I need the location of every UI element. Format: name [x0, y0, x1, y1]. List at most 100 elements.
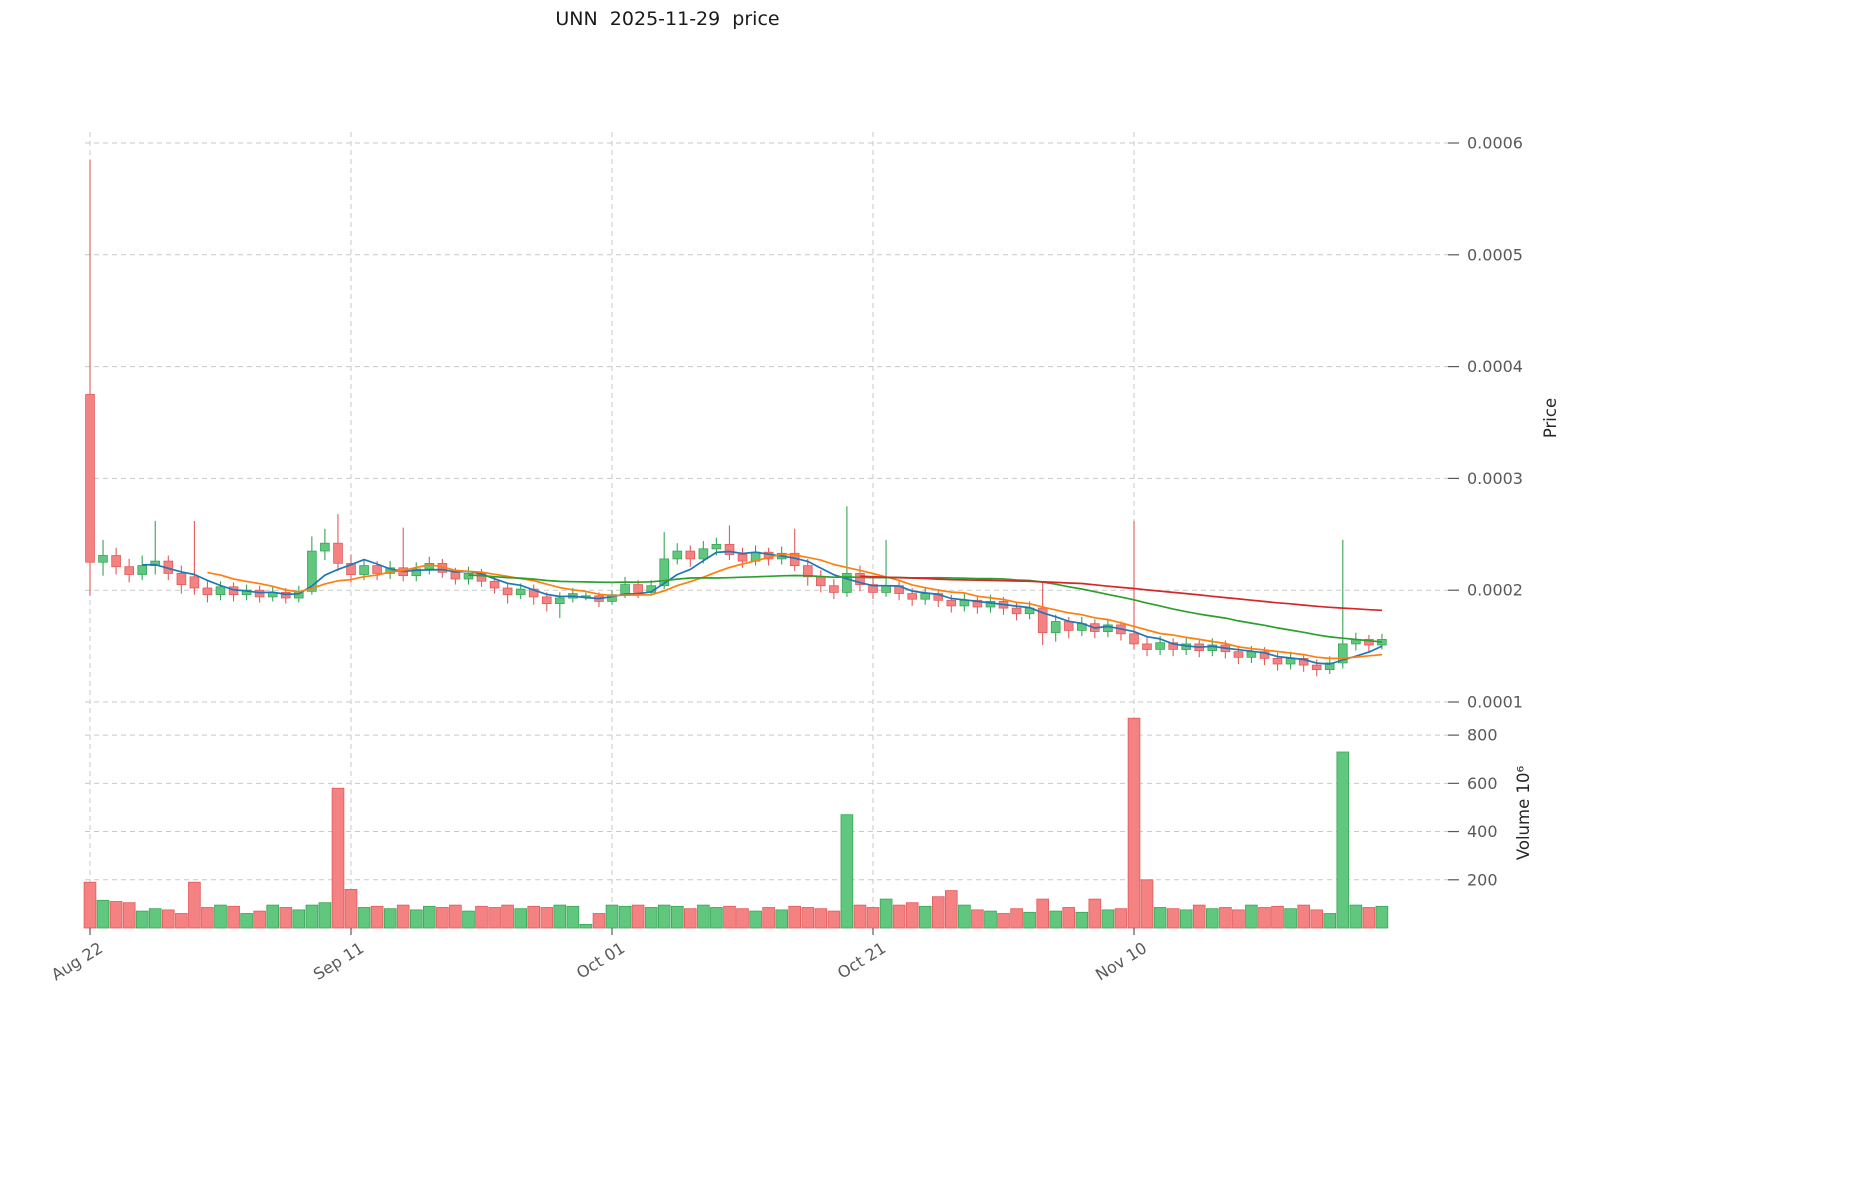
volume-bar — [1310, 909, 1324, 929]
volume-bar — [644, 907, 658, 929]
volume-bar — [1023, 911, 1036, 929]
volume-bar — [227, 905, 240, 929]
x-tick-label: Nov 10 — [1092, 938, 1150, 984]
volume-bar — [201, 907, 214, 929]
volume-bar — [188, 881, 201, 929]
x-tick-label: Oct 21 — [834, 938, 889, 982]
volume-bar — [736, 908, 749, 929]
candle — [1246, 651, 1257, 658]
ma-line-sma10 — [207, 553, 1383, 660]
candle — [463, 573, 474, 580]
volume-bar — [305, 904, 319, 929]
candle — [137, 565, 148, 575]
volume-bar — [997, 913, 1010, 929]
volume-bar — [135, 910, 149, 929]
volume-bar — [1179, 909, 1193, 929]
x-tick-label: Aug 22 — [48, 938, 106, 984]
volume-bar — [945, 890, 958, 929]
candle — [842, 573, 852, 593]
volume-bar — [879, 898, 893, 929]
volume-bar — [1349, 904, 1363, 929]
volume-bar — [723, 905, 736, 929]
price-tick-label: 0.0001 — [1467, 693, 1523, 712]
candle — [515, 588, 526, 596]
ma-line-sma5 — [142, 550, 1383, 665]
volume-bar — [749, 910, 762, 929]
candle — [1155, 642, 1165, 650]
volume-bar — [396, 904, 410, 929]
candle — [189, 576, 200, 589]
volume-bar — [514, 908, 527, 929]
volume-bar — [383, 908, 397, 929]
candle — [411, 568, 422, 577]
volume-bars-group — [83, 717, 1389, 929]
candle — [1364, 639, 1374, 646]
candle — [1272, 658, 1283, 665]
volume-bar — [253, 910, 266, 929]
candle — [737, 554, 748, 562]
candle — [829, 585, 839, 593]
gridlines — [85, 132, 1448, 928]
volume-bar — [1206, 908, 1219, 929]
candle — [803, 565, 813, 578]
volume-bar — [318, 902, 332, 929]
candle — [307, 550, 317, 592]
candle — [907, 593, 917, 600]
volume-bar — [697, 904, 710, 929]
volume-bar — [240, 913, 253, 929]
volume-bar — [1258, 907, 1271, 929]
candle — [1259, 651, 1270, 659]
volume-bar — [905, 902, 919, 929]
volume-tick-label: 600 — [1467, 774, 1498, 793]
candle — [724, 544, 735, 555]
volume-bar — [214, 904, 227, 929]
x-tick-label: Sep 11 — [310, 938, 367, 984]
candle — [320, 542, 330, 552]
candle — [1103, 624, 1113, 633]
moving-averages-group — [142, 550, 1383, 665]
volume-bar — [109, 901, 123, 929]
candle — [202, 587, 213, 596]
price-tick-label: 0.0003 — [1467, 469, 1523, 488]
candle — [98, 555, 108, 563]
candle — [215, 586, 226, 595]
volume-tick-label: 400 — [1467, 822, 1498, 841]
volume-bar — [279, 907, 293, 929]
volume-bar — [449, 904, 462, 929]
volume-bar — [1271, 905, 1284, 929]
volume-bar — [1375, 905, 1389, 929]
volume-bar — [553, 904, 567, 929]
candle — [346, 563, 356, 576]
volume-bar — [932, 896, 945, 929]
candle — [868, 584, 878, 593]
candle — [1142, 643, 1152, 650]
candle — [1129, 633, 1139, 645]
candle — [1324, 662, 1335, 671]
volume-bar — [331, 787, 345, 929]
axis-ticks-and-labels: 0.0001 0.0002 0.0003 0.0004 0.0005 0.0006 200 4… — [48, 134, 1560, 985]
volume-bar — [801, 907, 815, 929]
candle — [502, 587, 513, 596]
volume-bar — [1323, 913, 1337, 929]
candle — [633, 584, 643, 593]
volume-bar — [657, 904, 671, 929]
candle — [959, 599, 970, 607]
candle — [1050, 621, 1061, 634]
volume-bar — [775, 909, 788, 929]
price-axis-title: Price — [1541, 398, 1560, 438]
volume-bar — [971, 909, 984, 929]
volume-bar — [853, 904, 867, 929]
volume-bar — [566, 905, 580, 929]
volume-bar — [292, 909, 306, 929]
candle — [1311, 664, 1322, 670]
candle — [855, 573, 865, 586]
volume-bar — [436, 907, 449, 929]
volume-bar — [357, 907, 371, 929]
candle — [1168, 642, 1179, 650]
volume-bar — [631, 904, 645, 929]
price-tick-label: 0.0006 — [1467, 134, 1523, 153]
volume-bar — [984, 910, 997, 929]
volume-bar — [618, 905, 632, 929]
volume-bar — [1010, 908, 1023, 929]
candle — [1207, 644, 1218, 651]
